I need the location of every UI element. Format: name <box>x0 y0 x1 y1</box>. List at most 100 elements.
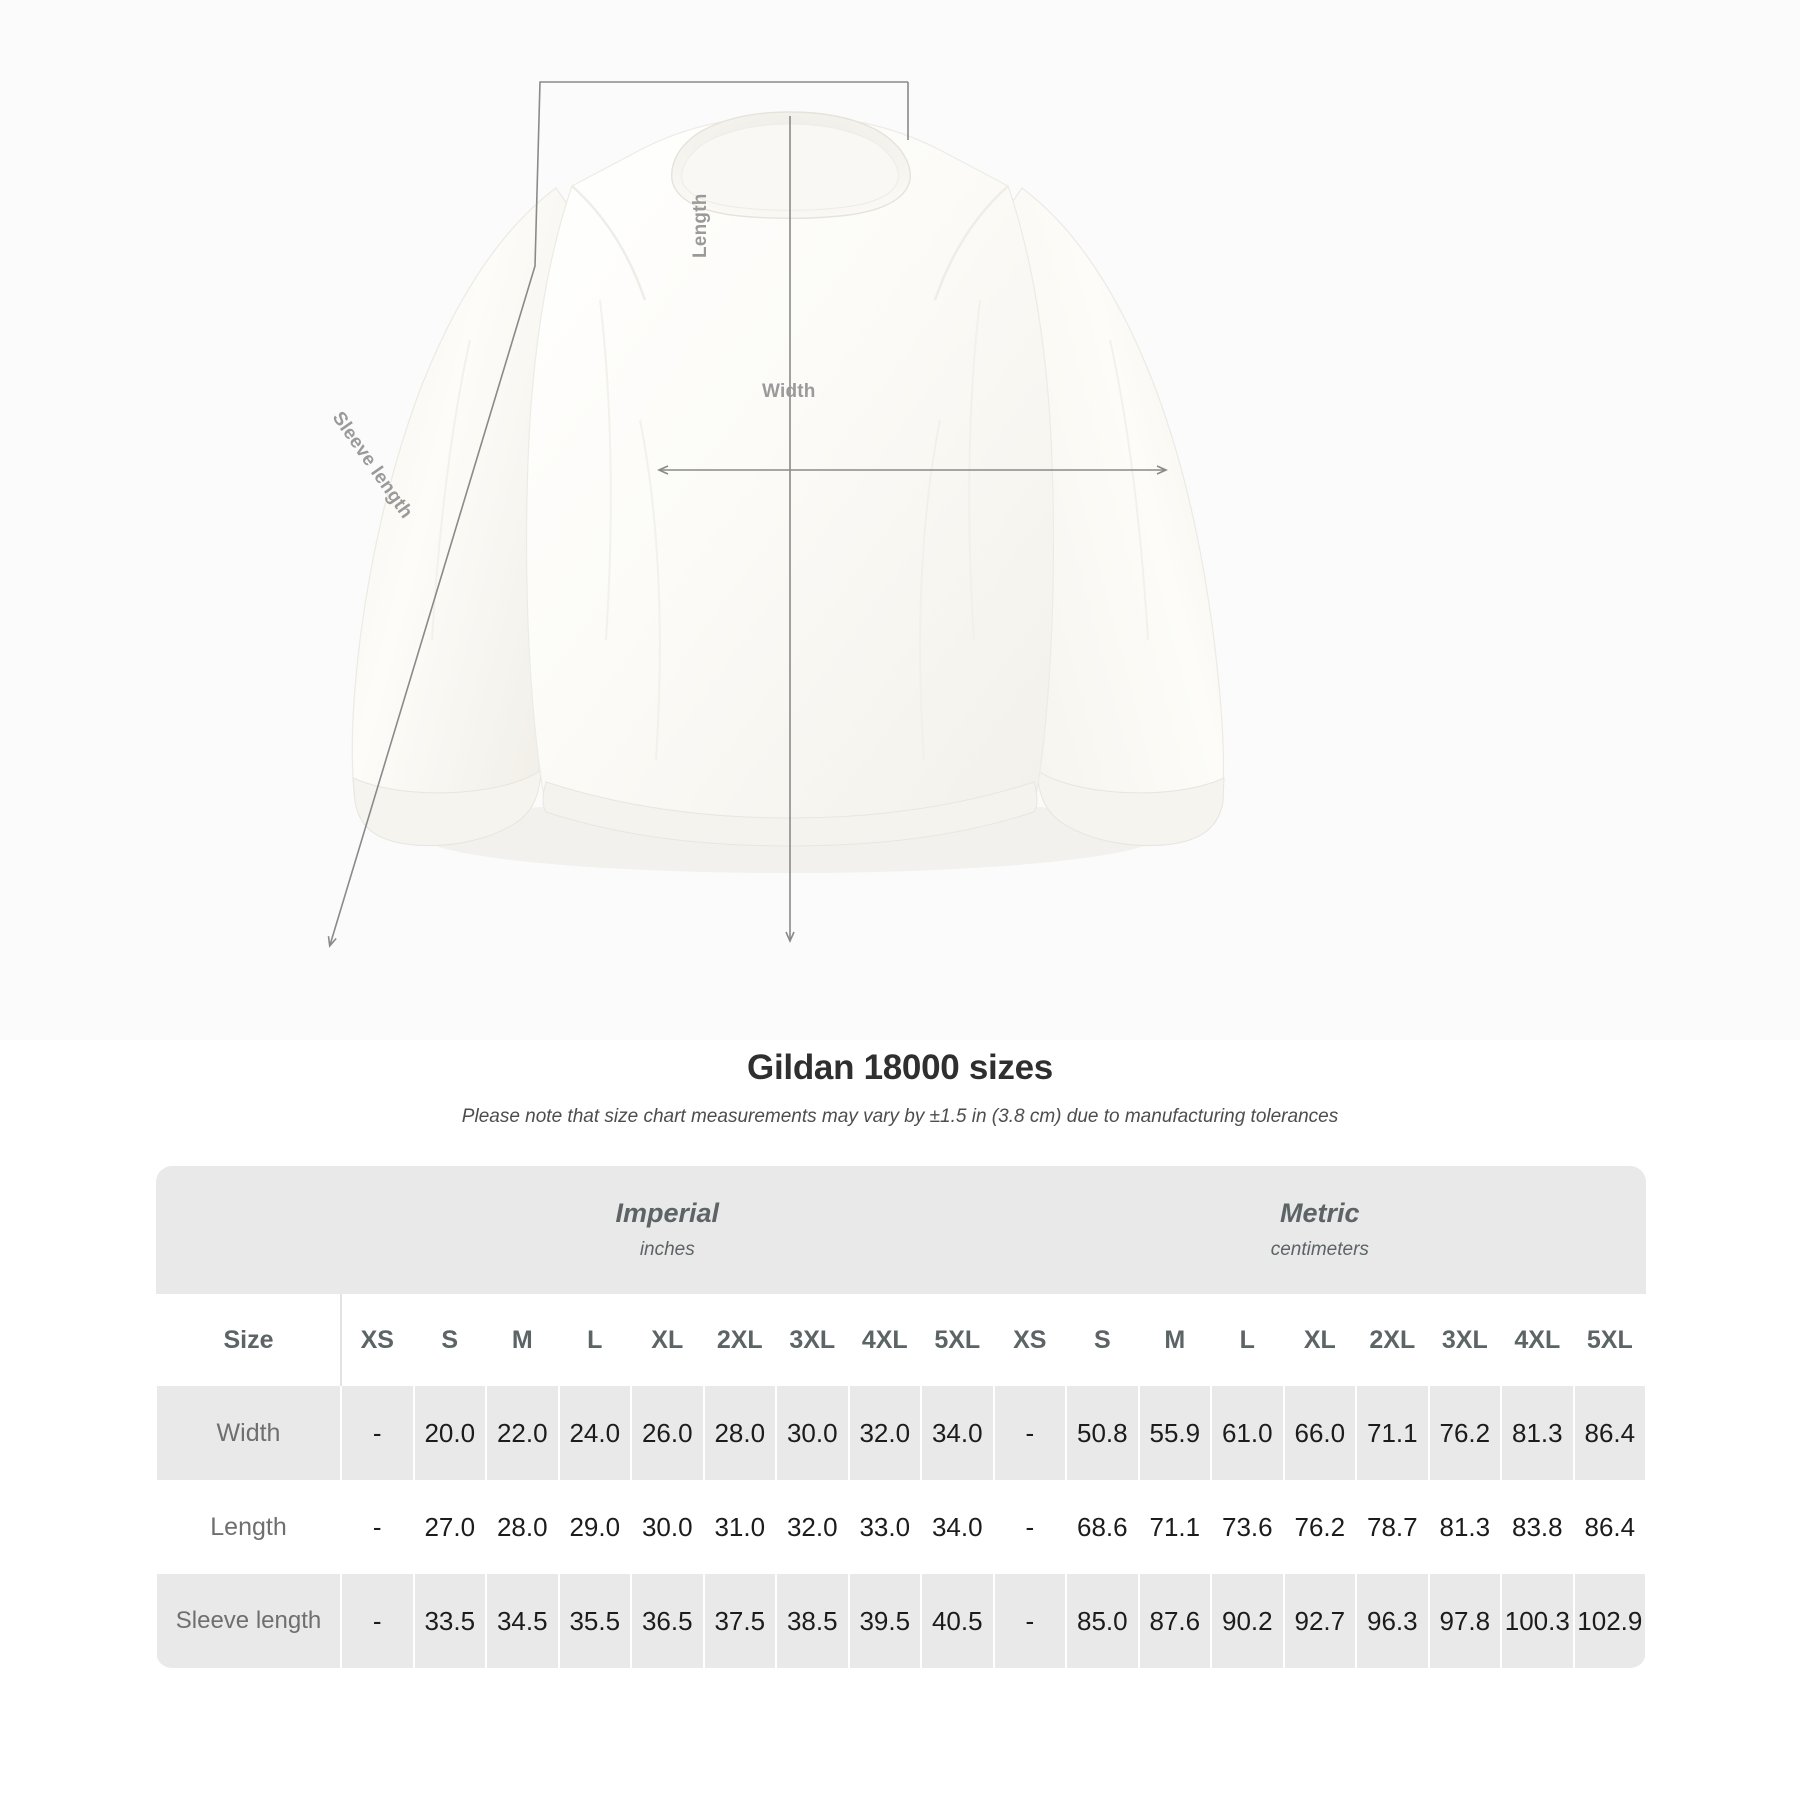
cell-length-met-2: 71.1 <box>1137 1480 1213 1574</box>
cell-sleeve-met-0: - <box>992 1574 1068 1668</box>
cell-sleeve-imp-2: 34.5 <box>485 1574 560 1668</box>
size-col-met-8: 5XL <box>1572 1294 1648 1386</box>
cell-length-imp-8: 34.0 <box>920 1480 995 1574</box>
unit-group-imperial: Imperial inches <box>341 1166 994 1294</box>
cell-length-imp-6: 32.0 <box>775 1480 850 1574</box>
chart-caption: Gildan 18000 sizes Please note that size… <box>0 1040 1800 1128</box>
right-shoulder-seam <box>933 185 1009 301</box>
size-header-row: Size XS S M L XL 2XL 3XL 4XL 5XL XS S M … <box>155 1294 1648 1386</box>
size-col-imp-1: S <box>412 1294 487 1386</box>
cell-sleeve-imp-5: 37.5 <box>702 1574 777 1668</box>
cell-length-imp-1: 27.0 <box>412 1480 487 1574</box>
size-col-met-7: 4XL <box>1500 1294 1575 1386</box>
size-col-met-6: 3XL <box>1427 1294 1503 1386</box>
cell-sleeve-imp-0: - <box>340 1574 415 1668</box>
cell-width-met-7: 81.3 <box>1500 1386 1575 1480</box>
size-col-imp-0: XS <box>340 1294 415 1386</box>
size-col-met-5: 2XL <box>1355 1294 1430 1386</box>
cell-length-imp-2: 28.0 <box>485 1480 560 1574</box>
size-col-imp-2: M <box>485 1294 560 1386</box>
cell-width-met-6: 76.2 <box>1427 1386 1503 1480</box>
left-cuff <box>352 768 542 847</box>
garment-illustration: Length Width Sleeve length <box>327 81 1225 948</box>
size-col-met-0: XS <box>992 1294 1068 1386</box>
cell-width-imp-0: - <box>340 1386 415 1480</box>
cell-width-imp-1: 20.0 <box>412 1386 487 1480</box>
size-col-imp-8: 5XL <box>920 1294 995 1386</box>
cell-width-met-1: 50.8 <box>1065 1386 1140 1480</box>
unit-metric-name: Metric <box>1280 1198 1360 1229</box>
cell-width-imp-6: 30.0 <box>775 1386 850 1480</box>
cell-length-imp-0: - <box>340 1480 415 1574</box>
size-col-imp-3: L <box>557 1294 632 1386</box>
cell-length-met-4: 76.2 <box>1282 1480 1358 1574</box>
cell-length-met-1: 68.6 <box>1065 1480 1140 1574</box>
cell-sleeve-met-8: 102.9 <box>1572 1574 1648 1668</box>
cell-sleeve-imp-4: 36.5 <box>630 1574 705 1668</box>
size-col-imp-4: XL <box>630 1294 705 1386</box>
cell-sleeve-met-7: 100.3 <box>1500 1574 1575 1668</box>
size-col-met-1: S <box>1065 1294 1140 1386</box>
left-shoulder-seam <box>571 185 647 301</box>
cell-sleeve-imp-3: 35.5 <box>557 1574 632 1668</box>
size-col-imp-7: 4XL <box>847 1294 922 1386</box>
cell-width-imp-8: 34.0 <box>920 1386 995 1480</box>
cell-width-imp-5: 28.0 <box>702 1386 777 1480</box>
tolerance-note: Please note that size chart measurements… <box>461 1106 1339 1127</box>
cell-sleeve-imp-7: 39.5 <box>847 1574 922 1668</box>
cell-length-met-0: - <box>992 1480 1068 1574</box>
cell-sleeve-imp-6: 38.5 <box>775 1574 850 1668</box>
cell-length-imp-3: 29.0 <box>557 1480 632 1574</box>
cell-width-met-2: 55.9 <box>1137 1386 1213 1480</box>
cell-width-met-8: 86.4 <box>1572 1386 1648 1480</box>
cell-width-met-5: 71.1 <box>1355 1386 1430 1480</box>
measure-guides <box>327 81 1168 948</box>
unit-group-metric: Metric centimeters <box>993 1166 1647 1294</box>
page-title: Gildan 18000 sizes <box>747 1048 1053 1087</box>
width-label: Width <box>762 381 816 402</box>
size-col-met-2: M <box>1137 1294 1213 1386</box>
cell-sleeve-met-4: 92.7 <box>1282 1574 1358 1668</box>
cell-length-imp-7: 33.0 <box>847 1480 922 1574</box>
size-header-label: Size <box>155 1294 342 1386</box>
table-row: Sleeve length - 33.5 34.5 35.5 36.5 37.5… <box>155 1574 1648 1668</box>
cell-length-met-6: 81.3 <box>1427 1480 1503 1574</box>
cell-sleeve-met-5: 96.3 <box>1355 1574 1430 1668</box>
cell-sleeve-imp-8: 40.5 <box>920 1574 995 1668</box>
cell-width-met-4: 66.0 <box>1282 1386 1358 1480</box>
cell-length-met-7: 83.8 <box>1500 1480 1575 1574</box>
cell-width-imp-3: 24.0 <box>557 1386 632 1480</box>
unit-imperial-sub: inches <box>639 1238 695 1260</box>
size-table-wrap: Imperial inches Metric centimeters Size … <box>155 1166 1648 1668</box>
table-row: Width - 20.0 22.0 24.0 26.0 28.0 30.0 32… <box>155 1386 1648 1480</box>
row-label-width: Width <box>155 1386 342 1480</box>
cell-width-imp-7: 32.0 <box>847 1386 922 1480</box>
length-label: Length <box>690 193 711 258</box>
table-row: Length - 27.0 28.0 29.0 30.0 31.0 32.0 3… <box>155 1480 1648 1574</box>
cell-width-imp-4: 26.0 <box>630 1386 705 1480</box>
size-col-met-4: XL <box>1282 1294 1358 1386</box>
row-label-length: Length <box>155 1480 342 1574</box>
table-corner-cell <box>156 1166 341 1294</box>
cell-length-met-8: 86.4 <box>1572 1480 1648 1574</box>
cell-sleeve-met-6: 97.8 <box>1427 1574 1503 1668</box>
cell-sleeve-met-3: 90.2 <box>1210 1574 1285 1668</box>
cell-sleeve-met-1: 85.0 <box>1065 1574 1140 1668</box>
unit-metric-sub: centimeters <box>1270 1238 1369 1260</box>
cell-sleeve-imp-1: 33.5 <box>412 1574 487 1668</box>
size-chart-table: Imperial inches Metric centimeters Size … <box>155 1166 1648 1668</box>
size-col-imp-6: 3XL <box>775 1294 850 1386</box>
cell-width-imp-2: 22.0 <box>485 1386 560 1480</box>
size-col-imp-5: 2XL <box>702 1294 777 1386</box>
cell-width-met-0: - <box>992 1386 1068 1480</box>
size-col-met-3: L <box>1210 1294 1285 1386</box>
sleeve-length-guide <box>327 81 908 948</box>
sweatshirt-diagram <box>327 81 1225 948</box>
cell-length-imp-4: 30.0 <box>630 1480 705 1574</box>
cell-length-imp-5: 31.0 <box>702 1480 777 1574</box>
waistband <box>542 781 1038 847</box>
cell-width-met-3: 61.0 <box>1210 1386 1285 1480</box>
row-label-sleeve-length: Sleeve length <box>155 1574 342 1668</box>
unit-imperial-name: Imperial <box>615 1198 720 1229</box>
cell-sleeve-met-2: 87.6 <box>1137 1574 1213 1668</box>
